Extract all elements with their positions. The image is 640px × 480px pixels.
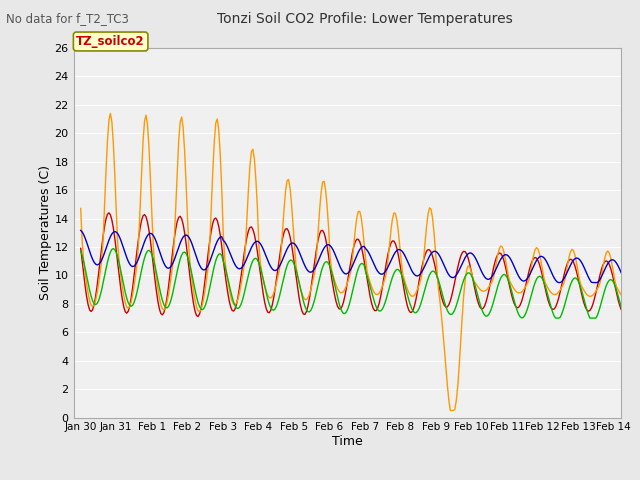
Text: TZ_soilco2: TZ_soilco2 (76, 35, 145, 48)
Text: Tonzi Soil CO2 Profile: Lower Temperatures: Tonzi Soil CO2 Profile: Lower Temperatur… (217, 12, 513, 26)
Text: No data for f_T2_TC3: No data for f_T2_TC3 (6, 12, 129, 25)
X-axis label: Time: Time (332, 435, 363, 448)
Y-axis label: Soil Temperatures (C): Soil Temperatures (C) (38, 165, 52, 300)
